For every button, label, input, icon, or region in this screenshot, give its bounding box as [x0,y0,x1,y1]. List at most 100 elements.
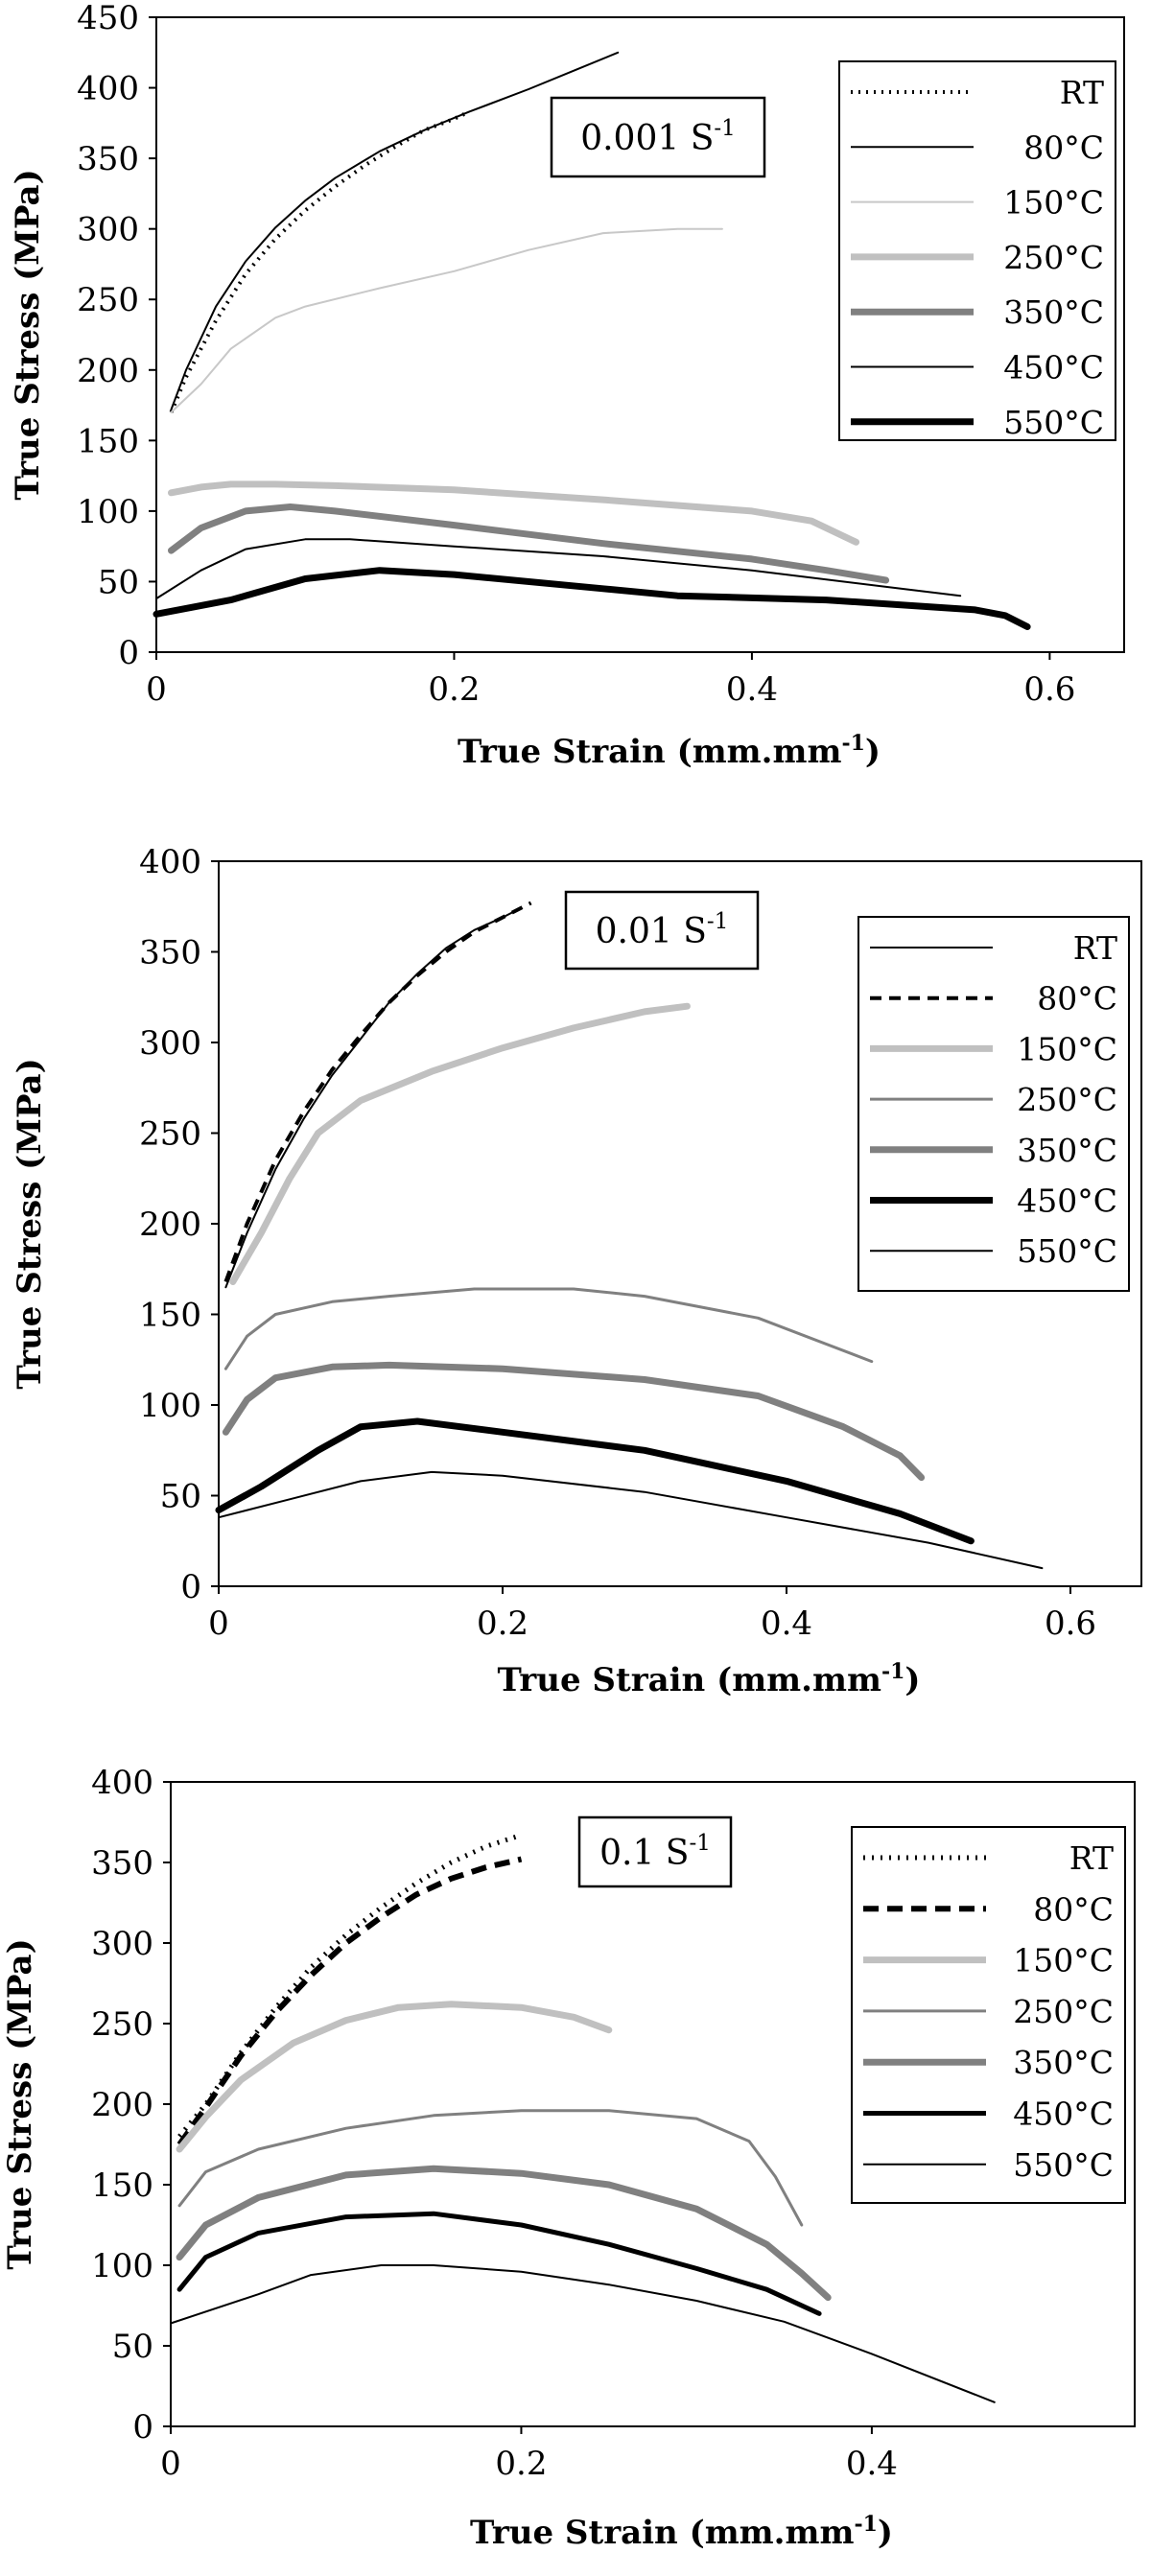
y-tick-label: 450 [77,0,139,37]
x-tick-label: 0.2 [428,670,480,709]
y-tick-label: 400 [77,70,139,108]
legend-label: 550°C [1017,1232,1117,1270]
y-tick-label: 250 [77,281,139,319]
x-tick-label: 0.2 [495,2445,547,2483]
legend-label: 550°C [1013,2146,1114,2184]
strain-rate-box [550,96,766,178]
legend-label: 80°C [1037,980,1117,1018]
legend-frame [851,1826,1126,2204]
series-line-150c [176,2001,613,2153]
legend-label: RT [1073,929,1117,967]
series-line-450c [215,1417,975,1545]
legend-label: 350°C [1017,1132,1117,1169]
y-axis-label: True Stress (MPa) [11,1058,49,1389]
legend-label: RT [1069,1839,1114,1877]
series-line-350c [222,1361,926,1482]
y-tick-label: 350 [77,140,139,178]
strain-rate-box [564,890,760,971]
series-line-250c [177,2109,804,2227]
x-tick-label: 0.4 [726,670,778,709]
x-axis-label: True Strain (mm.mm-1) [498,1659,921,1699]
legend-label: 250°C [1017,1081,1117,1118]
y-tick-label: 200 [91,2086,153,2124]
legend: RT 80°C 150°C 250°C 350°C 450°C 550°C [857,916,1130,1292]
x-tick-label: 0.2 [477,1604,529,1643]
legend-label: 550°C [1003,404,1104,441]
series-line-550c [170,2264,996,2403]
legend-label: 450°C [1013,2096,1114,2133]
x-tick-label: 0 [160,2445,181,2483]
series-line-550c [153,567,1031,630]
legend-label: 350°C [1003,293,1104,331]
y-tick-label: 100 [139,1387,201,1425]
chart-panel-1: 0 50 100 150 200 250 300 350 400 450 0 0.2 0.4 0.6 Tru… [9,0,1125,771]
y-tick-label: 50 [98,563,139,601]
strain-rate-label: 0.01 S-1 [596,909,729,951]
legend: RT 80°C 150°C 250°C 350°C 450°C 550°C [838,60,1116,441]
legend-label: RT [1060,74,1104,111]
y-tick-label: 250 [91,2005,153,2044]
y-tick-label: 50 [160,1478,201,1516]
y-tick-label: 200 [77,352,139,390]
series-line-80c [223,901,532,1283]
y-tick-label: 100 [77,493,139,531]
y-tick-label: 350 [139,934,201,972]
y-tick-label: 0 [118,634,139,672]
y-tick-label: 0 [132,2408,153,2447]
strain-rate-box [577,1815,733,1888]
y-tick-label: 350 [91,1844,153,1883]
x-axis-label: True Strain (mm.mm-1) [470,2512,893,2552]
x-tick-label: 0.6 [1023,670,1075,709]
legend-label: 80°C [1023,129,1104,166]
plot-frame [155,16,1125,653]
series-line-350c [176,2165,832,2302]
series-line-450c [176,2211,822,2316]
y-axis-label: True Stress (MPa) [9,169,47,500]
y-tick-label: 100 [91,2247,153,2285]
y-tick-label: 400 [139,843,201,881]
series-line-80c [176,1856,523,2146]
series-line-150c [229,1002,691,1285]
y-tick-label: 0 [180,1568,201,1606]
x-tick-label: 0 [146,670,167,709]
chart-panel-2: 0 50 100 150 200 250 300 350 400 0 0.2 0.4 0.6 True S… [11,843,1142,1699]
y-tick-label: 400 [91,1764,153,1802]
legend-label: 450°C [1003,349,1104,386]
series-line-250c [168,480,860,546]
legend-label: 80°C [1033,1890,1114,1928]
y-tick-label: 150 [91,2166,153,2205]
y-tick-label: 50 [112,2328,153,2366]
series-line-80c [170,51,620,410]
legend-label: 250°C [1003,239,1104,276]
legend: RT 80°C 150°C 250°C 350°C 450°C 550°C [851,1826,1126,2204]
legend-label: 150°C [1017,1030,1117,1067]
x-tick-label: 0 [208,1604,229,1643]
series-line-550c [218,1470,1044,1570]
legend-label: 150°C [1013,1942,1114,1979]
y-tick-label: 150 [77,422,139,460]
series-line-250c [223,1287,874,1370]
y-axis-label: True Stress (MPa) [1,1938,39,2269]
legend-label: 450°C [1017,1183,1117,1220]
series-line-350c [168,503,890,584]
legend-frame [857,916,1130,1292]
x-tick-label: 0.6 [1045,1604,1096,1643]
legend-label: 150°C [1003,184,1104,222]
legend-label: 350°C [1013,2044,1114,2081]
y-tick-label: 300 [139,1024,201,1063]
y-tick-label: 200 [139,1206,201,1244]
series-line-150c [170,227,723,413]
chart-panel-3: 0 50 100 150 200 250 300 350 400 0 0.2 0.4 True Stra… [1,1764,1136,2552]
y-tick-label: 250 [139,1115,201,1154]
strain-rate-label: 0.1 S-1 [599,1831,711,1873]
y-tick-label: 150 [139,1297,201,1335]
y-tick-label: 300 [91,1925,153,1963]
legend-frame [838,60,1116,441]
legend-label: 250°C [1013,1993,1114,2030]
x-tick-label: 0.4 [846,2445,898,2483]
x-axis-label: True Strain (mm.mm-1) [458,731,881,771]
x-tick-label: 0.4 [761,1604,812,1643]
strain-rate-label: 0.001 S-1 [580,116,736,158]
series-line-450c [155,538,962,600]
